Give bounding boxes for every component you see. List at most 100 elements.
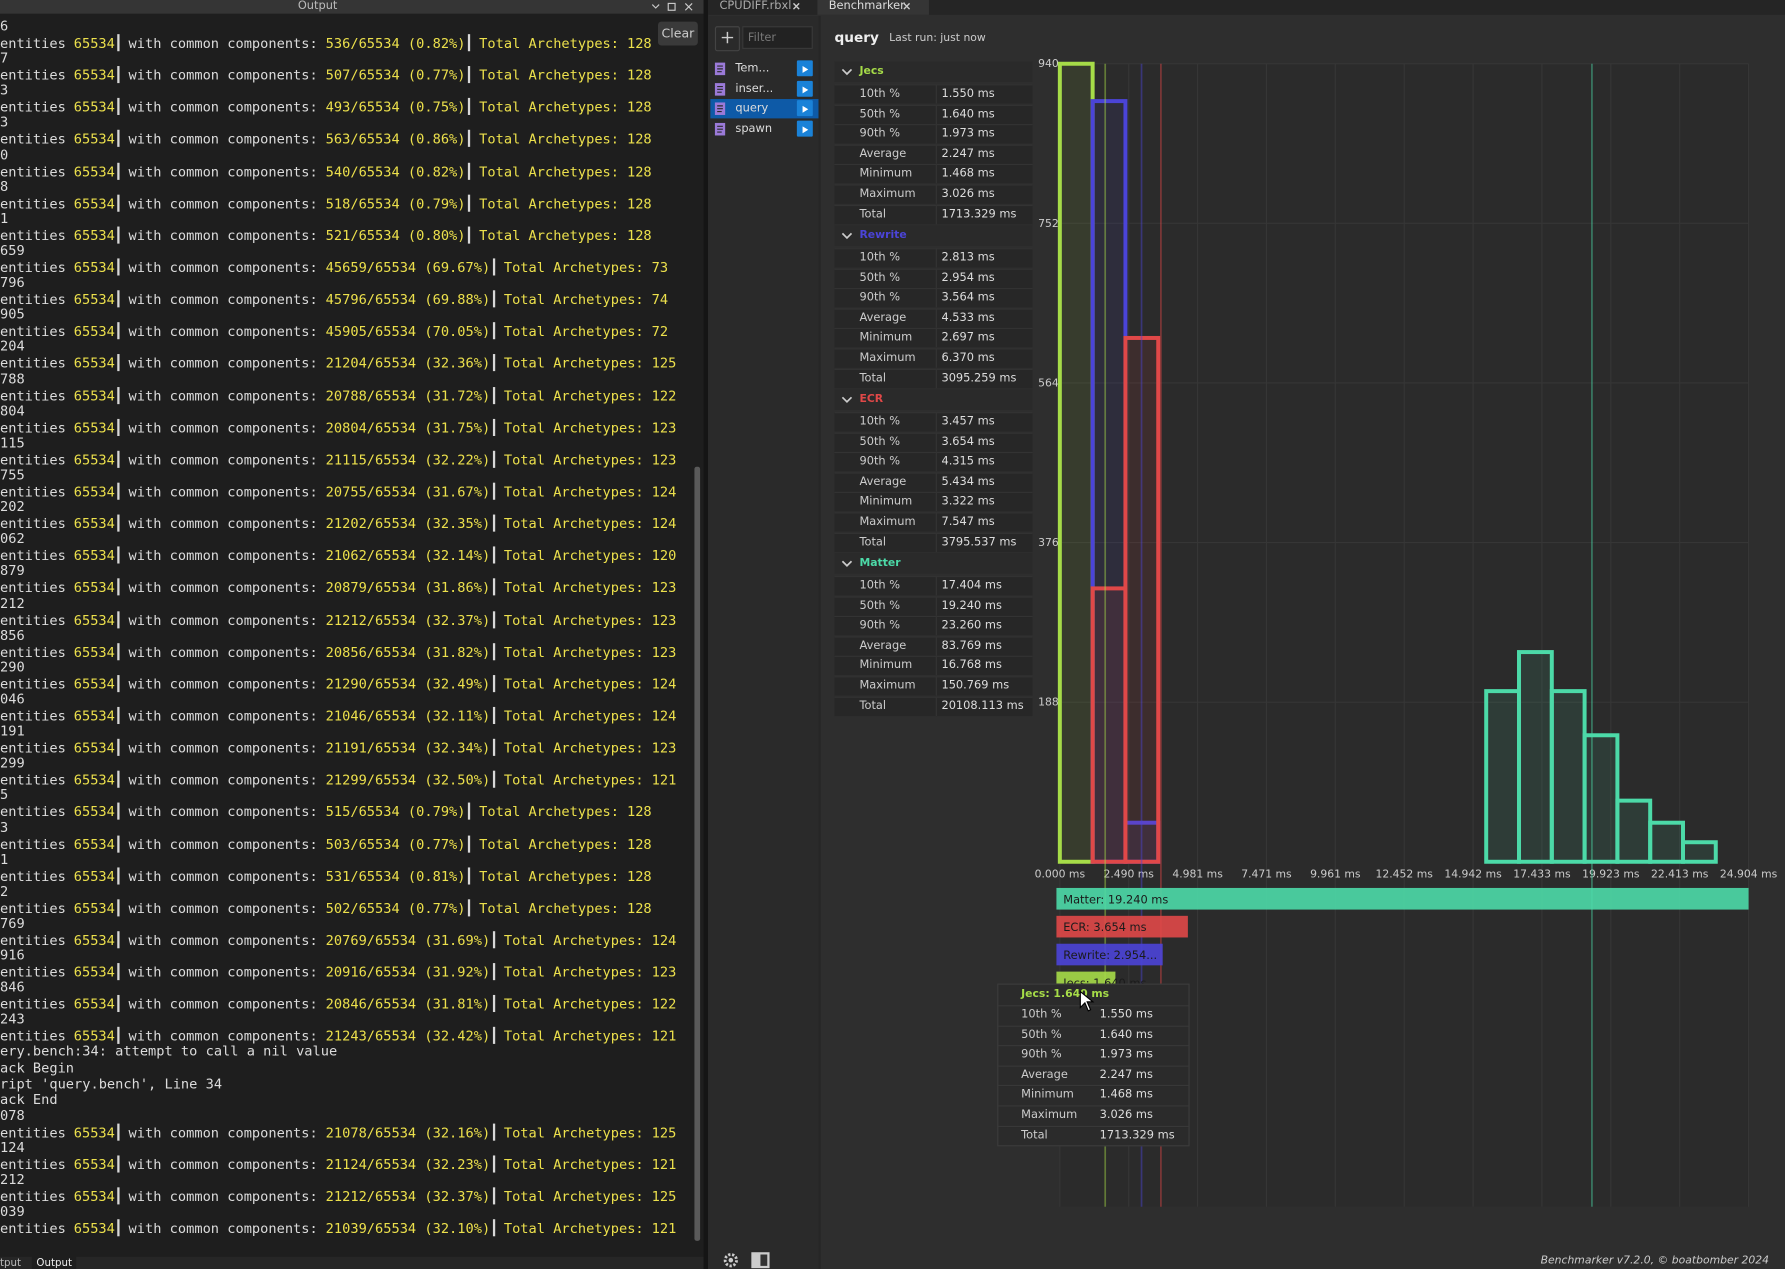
label: entities <box>0 515 66 532</box>
archetype-count: 128 <box>626 868 652 885</box>
common-count: 45905/65534 (70.05%) <box>325 323 491 340</box>
separator <box>117 354 120 372</box>
archetype-count: 122 <box>651 996 677 1013</box>
stat-value: 3095.259 ms <box>935 368 1016 388</box>
toolbar-icons[interactable] <box>717 1249 776 1269</box>
filter-input[interactable]: Filter <box>742 26 813 49</box>
log-text: 202 <box>0 498 25 515</box>
label: entities <box>0 1028 66 1045</box>
sidebar-item[interactable]: spawn <box>710 120 818 139</box>
stat-value: 150.769 ms <box>935 676 1009 696</box>
chevron <box>841 396 853 404</box>
stat-name: Average <box>859 475 907 489</box>
log-line: entities 65534 with common components: 503/… <box>0 835 652 853</box>
separator <box>467 34 471 52</box>
active-tab[interactable]: Benchmarker <box>817 0 929 15</box>
stat-value: 3795.537 ms <box>935 532 1016 552</box>
footer: Benchmarker v7.2.0, © boatbomber 2024 <box>1540 1254 1770 1268</box>
stat-value: 2.697 ms <box>935 328 995 348</box>
x-tick-label: 7.471 ms <box>1241 868 1292 881</box>
log-line: 769 <box>0 915 25 931</box>
section-header[interactable]: Matter <box>834 553 1033 574</box>
log-text: 3 <box>0 819 9 836</box>
label: entities <box>0 1156 66 1173</box>
separator <box>117 1187 120 1205</box>
stat-value: 2.813 ms <box>935 248 995 268</box>
entity-count: 65534 <box>73 1028 115 1045</box>
tab[interactable]: Output <box>31 1256 77 1269</box>
sidebar-item[interactable]: query <box>710 99 819 119</box>
common-count: 21243/65534 (32.42%) <box>325 1028 491 1045</box>
histogram-bin <box>1615 798 1653 864</box>
separator <box>117 66 120 84</box>
histogram-bin <box>1517 650 1554 864</box>
entity-count: 65534 <box>73 708 115 725</box>
archetype-count: 123 <box>651 644 677 660</box>
window-controls[interactable] <box>649 0 699 14</box>
label: with common components: <box>128 579 318 596</box>
stat-name: Total <box>859 371 887 385</box>
label: entities <box>0 676 66 692</box>
log-line: entities 65534 with common components: 2075… <box>0 482 676 500</box>
log-line: 078 <box>0 1107 25 1123</box>
label: with common components: <box>128 99 318 116</box>
label: entities <box>0 964 66 981</box>
label: entities <box>0 772 66 789</box>
log-line: entities 65534 with common components: 2107… <box>0 1123 676 1141</box>
stat-row <box>834 164 1033 184</box>
common-count: 21046/65534 (32.11%) <box>325 708 491 725</box>
clear-button[interactable]: Clear <box>657 21 698 46</box>
archetype-count: 128 <box>626 836 652 853</box>
run-button[interactable] <box>796 120 813 137</box>
log-text: 846 <box>0 979 25 996</box>
common-count: 21078/65534 (32.16%) <box>325 1124 491 1141</box>
label: entities <box>0 868 66 885</box>
archetype-count: 128 <box>626 35 652 52</box>
stat-name: 10th % <box>859 579 901 592</box>
entity-count: 65534 <box>73 67 115 84</box>
log-text: ript 'query.bench', Line 34 <box>0 1075 223 1092</box>
log-line: entities 65534 with common components: 2121… <box>0 610 676 628</box>
log-text: 3 <box>0 82 9 99</box>
stat-name: 50th % <box>859 107 901 121</box>
scrollbar[interactable] <box>694 466 701 1241</box>
label: entities <box>0 323 66 340</box>
log-line: entities 65534 with common components: 2087… <box>0 578 676 596</box>
entity-count: 65534 <box>73 740 115 757</box>
archetype-count: 128 <box>626 195 652 212</box>
label: Total Archetypes: <box>503 1188 644 1205</box>
log-line: entities 65534 with common components: 507/… <box>0 66 652 84</box>
stat-row <box>834 368 1033 388</box>
sidebar-item[interactable]: Tem... <box>710 59 818 78</box>
stat-value: 2.954 ms <box>935 268 995 288</box>
entity-count: 65534 <box>73 611 115 628</box>
label: Total Archetypes: <box>479 868 619 885</box>
section-header[interactable]: ECR <box>834 389 1033 410</box>
output-title: Output <box>297 0 338 13</box>
separator <box>117 706 120 725</box>
run-button[interactable] <box>796 80 813 97</box>
common-count: 21204/65534 (32.36%) <box>325 355 491 372</box>
common-count: 531/65534 (0.81%) <box>325 868 466 885</box>
section-header[interactable]: Rewrite <box>834 225 1033 246</box>
stat-value: 4.315 ms <box>935 452 995 472</box>
tab-close-icons[interactable] <box>788 0 925 15</box>
common-count: 45659/65534 (69.67%) <box>325 259 491 276</box>
separator <box>492 546 495 564</box>
separator <box>492 1123 495 1141</box>
log-text: 078 <box>0 1107 25 1124</box>
stat-row <box>834 636 1033 656</box>
log-line: 1 <box>0 851 8 867</box>
add-button[interactable] <box>714 26 740 52</box>
tab[interactable]: CPUDIFF.rbxl <box>719 0 792 13</box>
separator <box>117 1219 120 1237</box>
sidebar-item[interactable]: inser... <box>710 79 818 98</box>
tab[interactable]: tput <box>0 1257 22 1269</box>
archetype-count: 124 <box>651 676 677 692</box>
run-button[interactable] <box>796 60 813 77</box>
common-count: 20804/65534 (31.75%) <box>325 419 491 436</box>
stat-row <box>834 348 1033 368</box>
run-button[interactable] <box>796 100 813 117</box>
section-header[interactable]: Jecs <box>834 61 1033 82</box>
